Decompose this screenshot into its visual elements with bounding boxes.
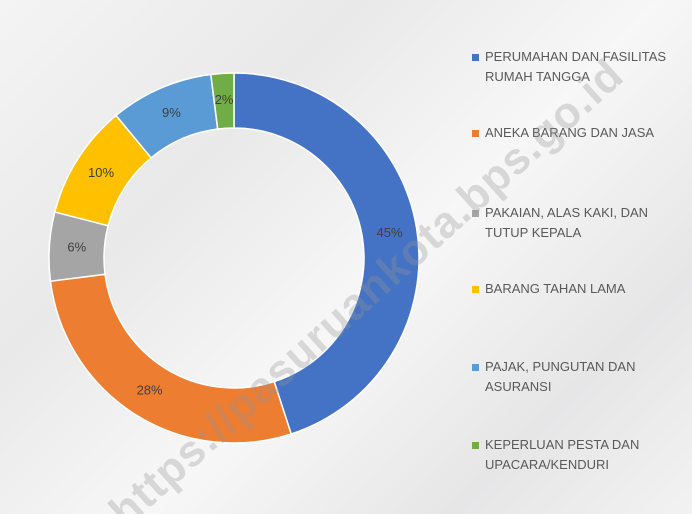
data-label: 28% [137,382,163,397]
legend-label: PERUMAHAN DAN FASILITAS RUMAH TANGGA [485,49,667,84]
data-label: 10% [88,165,114,180]
donut-segment [233,72,420,435]
data-label: 45% [377,225,403,240]
legend-item: PERUMAHAN DAN FASILITAS RUMAH TANGGA [472,47,687,87]
legend-swatch [472,210,479,217]
legend-swatch [472,442,479,449]
legend-label: PAJAK, PUNGUTAN DAN ASURANSI [485,359,636,394]
legend-swatch [472,286,479,293]
data-label: 9% [162,105,181,120]
legend-label: PAKAIAN, ALAS KAKI, DAN TUTUP KEPALA [485,205,649,240]
legend-item: ANEKA BARANG DAN JASA [472,123,687,143]
legend-label: ANEKA BARANG DAN JASA [485,125,655,140]
legend-item: PAKAIAN, ALAS KAKI, DAN TUTUP KEPALA [472,203,687,243]
legend-item: BARANG TAHAN LAMA [472,279,687,299]
legend-label: KEPERLUAN PESTA DAN UPACARA/KENDURI [485,437,640,472]
legend-label: BARANG TAHAN LAMA [485,281,626,296]
data-label: 6% [67,240,86,255]
legend-item: KEPERLUAN PESTA DAN UPACARA/KENDURI [472,435,687,475]
donut-segment [209,72,235,130]
legend-swatch [472,364,479,371]
legend-item: PAJAK, PUNGUTAN DAN ASURANSI [472,357,687,397]
legend-swatch [472,54,479,61]
data-label: 2% [215,92,234,107]
legend-swatch [472,130,479,137]
